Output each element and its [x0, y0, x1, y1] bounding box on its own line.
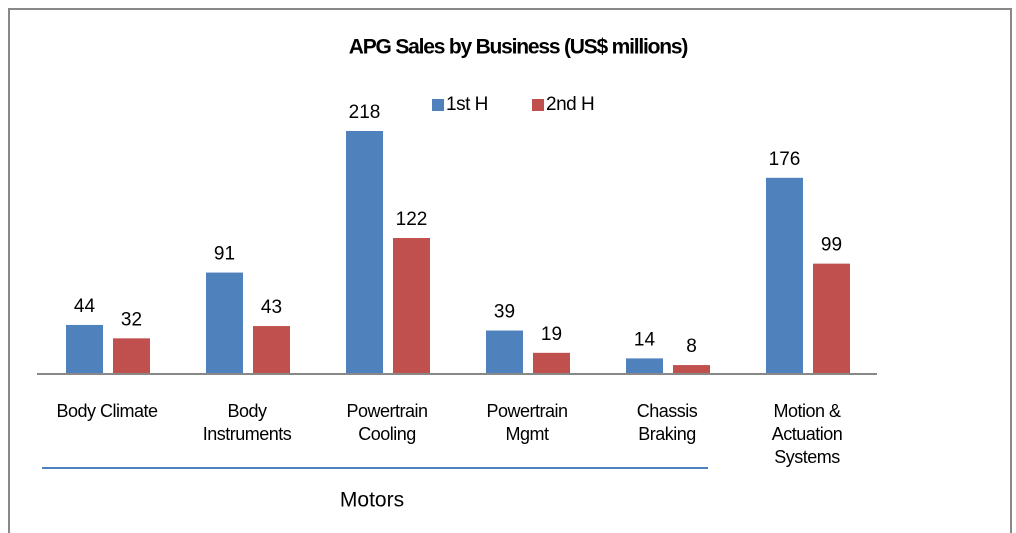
x-tick-label: Body Climate — [56, 401, 158, 421]
data-label: 91 — [214, 244, 235, 265]
x-tick-label: Powertrain Cooling — [346, 401, 428, 444]
data-label: 43 — [261, 297, 282, 318]
data-label: 99 — [821, 235, 842, 256]
legend-label: 2nd H — [546, 94, 594, 115]
x-tick-label: Motion & Actuation Systems — [771, 401, 843, 467]
bar — [393, 238, 430, 374]
bar — [206, 272, 243, 374]
data-label: 122 — [396, 209, 428, 230]
legend-swatch — [532, 99, 544, 111]
legend-label: 1st H — [446, 94, 488, 115]
bar — [766, 177, 803, 374]
data-label: 8 — [686, 336, 697, 357]
bar — [533, 352, 570, 374]
data-label: 32 — [121, 309, 142, 330]
x-tick-label: Powertrain Mgmt — [486, 401, 568, 444]
x-tick-label: Chassis Braking — [636, 401, 698, 444]
x-tick-label: Body Instruments — [202, 401, 292, 444]
bar — [346, 131, 383, 374]
bar — [66, 324, 103, 374]
bar — [113, 338, 150, 374]
data-label: 19 — [541, 324, 562, 345]
data-label: 14 — [634, 329, 656, 350]
bar — [626, 358, 663, 374]
bar — [813, 263, 850, 374]
legend-swatch — [432, 99, 444, 111]
data-label: 176 — [769, 149, 801, 170]
frame — [8, 8, 1012, 533]
bar — [253, 326, 290, 374]
bar — [486, 330, 523, 374]
data-label: 44 — [74, 296, 96, 317]
chart-title: APG Sales by Business (US$ millions) — [349, 36, 688, 59]
data-label: 39 — [494, 302, 515, 323]
data-label: 218 — [349, 102, 381, 123]
bar — [673, 365, 710, 374]
group-label: Motors — [340, 489, 404, 512]
